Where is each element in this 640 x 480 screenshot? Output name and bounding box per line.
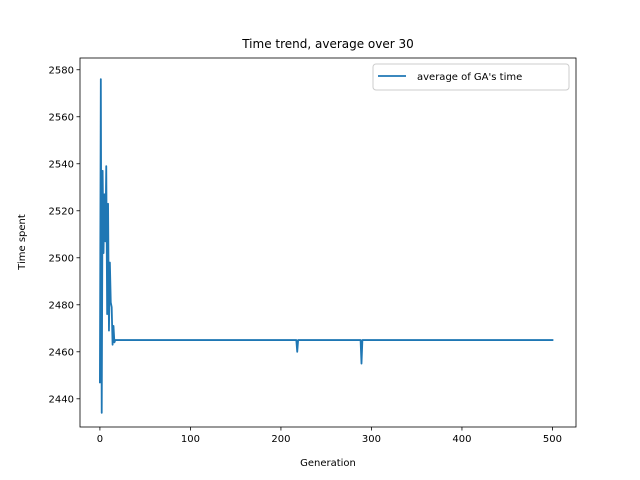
y-tick-label: 2560 [49,112,74,123]
series-line [99,78,554,414]
y-tick-label: 2500 [49,253,74,264]
x-axis-label: Generation [300,458,356,469]
y-tick-label: 2460 [49,347,74,358]
x-tick-label: 100 [181,434,200,445]
axes-frame [79,57,577,428]
x-tick-label: 300 [362,434,381,445]
y-tick-label: 2480 [49,300,74,311]
plot-area: 0 100 200 300 400 500 2440 2460 2480 2500 2520 2540… [49,65,562,445]
x-tick-label: 500 [543,434,562,445]
y-tick-label: 2580 [49,65,74,76]
legend: average of GA's time [372,63,570,91]
x-tick-label: 200 [271,434,290,445]
y-axis-label: Time spent [17,214,28,271]
x-tick-label: 0 [97,434,103,445]
y-tick-label: 2520 [49,206,74,217]
legend-box [372,63,570,91]
y-tick-label: 2440 [49,394,74,405]
chart-title: Time trend, average over 30 [241,37,414,51]
legend-label: average of GA's time [417,72,522,83]
x-tick-label: 400 [452,434,471,445]
y-tick-label: 2540 [49,159,74,170]
